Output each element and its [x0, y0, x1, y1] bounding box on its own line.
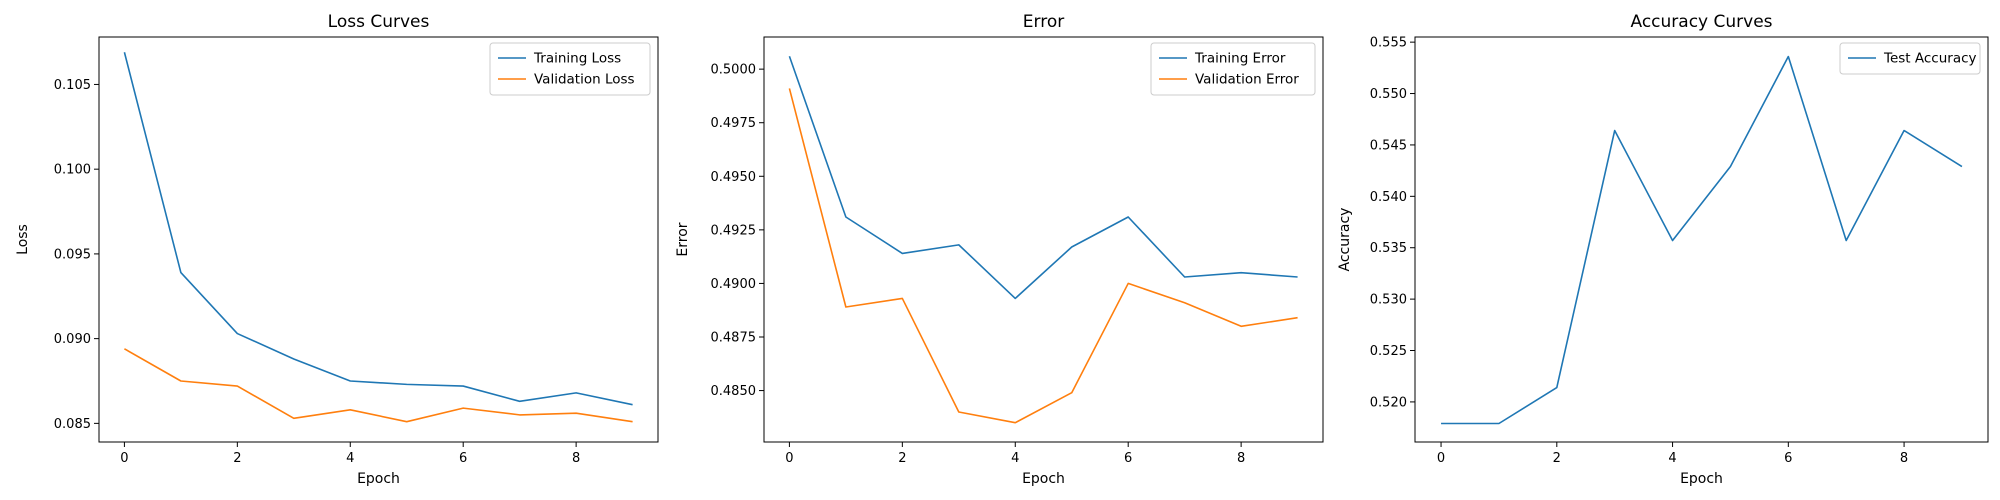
- series-line-training-loss: [123, 52, 633, 406]
- x-tick-label: 6: [459, 451, 467, 466]
- y-tick-label: 0.090: [54, 332, 91, 347]
- x-tick-label: 6: [1784, 451, 1792, 466]
- series-group: [123, 52, 633, 423]
- legend-entry: Validation Error: [1195, 72, 1299, 88]
- y-tick-label: 0.545: [1370, 138, 1407, 153]
- ticks: 0 2 4 6 8 0.4850 0.4875 0.4900 0.4925 0.4950 0.497…: [711, 63, 1246, 466]
- y-axis-label: Accuracy: [1337, 208, 1353, 272]
- y-tick-label: 0.525: [1370, 344, 1407, 359]
- chart-title: Error: [1023, 12, 1064, 32]
- y-axis-label: Error: [675, 222, 691, 256]
- x-tick-label: 0: [120, 451, 128, 466]
- x-tick-label: 0: [785, 451, 793, 466]
- chart-title: Loss Curves: [328, 12, 430, 32]
- y-tick-label: 0.4900: [711, 277, 757, 292]
- error-chart: Error Epoch Error 0 2 4 6 8 0.4850 0.4875 0.490…: [675, 12, 1324, 487]
- plot-frame: [1414, 36, 1989, 443]
- series-group: [788, 56, 1298, 424]
- ticks: 0 2 4 6 8 0.085 0.090 0.095 0.100 0.105: [54, 78, 580, 466]
- plot-frame: [98, 36, 659, 443]
- x-tick-label: 0: [1437, 451, 1445, 466]
- chart-title: Accuracy Curves: [1630, 12, 1772, 32]
- x-axis-label: Epoch: [1022, 471, 1065, 487]
- legend-entry: Test Accuracy: [1883, 51, 1977, 67]
- series-line-validation-error: [788, 88, 1298, 424]
- y-tick-label: 0.540: [1370, 190, 1407, 205]
- plot-frame: [763, 36, 1324, 443]
- legend-entry: Training Loss: [533, 51, 621, 67]
- y-tick-label: 0.4850: [711, 384, 757, 399]
- series-group: [1441, 55, 1963, 425]
- y-tick-label: 0.105: [54, 78, 91, 93]
- y-tick-label: 0.100: [54, 163, 91, 178]
- y-tick-label: 0.550: [1370, 87, 1407, 102]
- legend-box: [1150, 42, 1316, 96]
- x-axis-label: Epoch: [357, 471, 400, 487]
- loss-curves-chart: Loss Curves Epoch Loss 0 2 4 6 8 0.085 0.090 0.…: [15, 12, 659, 487]
- y-tick-label: 0.530: [1370, 293, 1407, 308]
- legend: Training Loss Validation Loss: [489, 42, 651, 96]
- y-tick-label: 0.4925: [711, 223, 757, 238]
- y-tick-label: 0.535: [1370, 241, 1407, 256]
- x-tick-label: 8: [1237, 451, 1245, 466]
- legend: Test Accuracy: [1839, 42, 1981, 75]
- x-tick-label: 2: [898, 451, 906, 466]
- legend-box: [1839, 42, 1981, 75]
- x-axis-label: Epoch: [1680, 471, 1723, 487]
- legend-box: [489, 42, 651, 96]
- x-tick-label: 6: [1124, 451, 1132, 466]
- x-tick-label: 8: [572, 451, 580, 466]
- x-tick-label: 2: [1553, 451, 1561, 466]
- series-line-test-accuracy: [1441, 55, 1963, 425]
- legend-entry: Validation Loss: [534, 72, 635, 88]
- y-tick-label: 0.085: [54, 417, 91, 432]
- x-tick-label: 4: [346, 451, 354, 466]
- y-tick-label: 0.4950: [711, 170, 757, 185]
- y-tick-label: 0.5000: [711, 63, 757, 78]
- legend: Training Error Validation Error: [1150, 42, 1316, 96]
- series-line-training-error: [788, 56, 1298, 300]
- y-tick-label: 0.555: [1370, 36, 1407, 51]
- y-axis-label: Loss: [15, 224, 31, 255]
- x-tick-label: 4: [1011, 451, 1019, 466]
- accuracy-curves-chart: Accuracy Curves Epoch Accuracy 0 2 4 6 8 0.52…: [1337, 12, 1989, 487]
- x-tick-label: 4: [1668, 451, 1676, 466]
- legend-entry: Training Error: [1194, 51, 1286, 67]
- series-line-validation-loss: [124, 348, 633, 423]
- y-tick-label: 0.4875: [711, 331, 757, 346]
- y-tick-label: 0.095: [54, 247, 91, 262]
- x-tick-label: 2: [233, 451, 241, 466]
- y-tick-label: 0.520: [1370, 395, 1407, 410]
- ticks: 0 2 4 6 8 0.520 0.525 0.530 0.535 0.540 0.545 0.550…: [1370, 36, 1908, 466]
- y-tick-label: 0.4975: [711, 116, 757, 131]
- x-tick-label: 8: [1900, 451, 1908, 466]
